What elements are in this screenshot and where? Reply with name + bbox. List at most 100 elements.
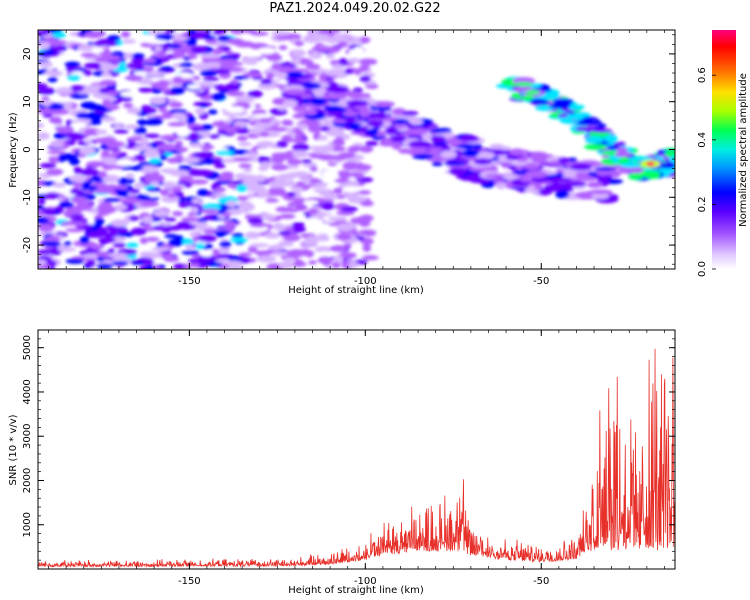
spectrogram-cell	[107, 35, 121, 42]
spectrogram-cell	[133, 71, 149, 76]
spectrogram-cell	[440, 150, 457, 159]
spectrogram-cell	[430, 135, 446, 143]
spectrogram-cell	[38, 122, 45, 128]
spectrogram-cell	[234, 128, 250, 134]
spectrogram-cell	[86, 259, 96, 267]
spectrogram-cell	[487, 165, 498, 172]
spectrogram-cell	[49, 39, 67, 45]
spectrogram-cell	[346, 99, 369, 107]
spectrogram-cell	[283, 234, 301, 242]
spectrogram-cell	[173, 263, 186, 269]
spectrogram-cell	[259, 131, 270, 137]
spectrogram-cell	[271, 164, 289, 171]
spectrogram-cell	[42, 208, 57, 216]
spectrogram-cell	[284, 88, 307, 95]
spectrogram-cell	[157, 79, 170, 88]
spectrogram-cell	[314, 245, 332, 253]
spectrogram-cell	[167, 192, 177, 199]
spectrogram-cell	[212, 30, 222, 36]
spectrogram-cell	[48, 103, 65, 111]
spectrogram-cell	[84, 185, 98, 191]
spectrogram-cell	[140, 138, 149, 146]
spectrogram-cell	[257, 47, 276, 55]
spectrogram-cell	[629, 156, 653, 162]
spectrogram-cell	[357, 190, 372, 195]
spectrogram-cell	[571, 114, 584, 121]
spectrogram-cell	[82, 69, 92, 77]
spectrogram-cell	[67, 74, 81, 81]
spectrogram-cell	[338, 152, 356, 159]
spectrogram-cell	[552, 98, 574, 105]
spectrogram-cell	[256, 255, 277, 263]
spectrogram-cell	[145, 117, 163, 126]
spectrogram-cell	[317, 135, 328, 141]
colorbar-tick-label: 0.0	[697, 261, 708, 277]
spectrogram-cell	[284, 257, 296, 262]
spectrogram-cell	[106, 248, 116, 254]
spectrogram-cell	[161, 181, 177, 189]
spectrogram-xtick-label: -150	[178, 276, 201, 287]
spectrogram-cell	[271, 62, 283, 71]
spectrogram-cell	[118, 152, 128, 158]
spectrogram-cell	[358, 219, 371, 227]
spectrogram-cell	[614, 141, 626, 147]
spectrogram-cell	[408, 127, 428, 136]
spectrogram-cell	[38, 264, 52, 269]
spectrogram-cell	[329, 245, 347, 252]
spectrogram-cell	[181, 217, 201, 222]
spectrogram-cell	[153, 209, 170, 217]
spectrogram-cell	[178, 165, 192, 172]
spectrogram-cell	[63, 241, 72, 247]
spectrogram-cell	[309, 166, 319, 173]
spectrogram-cell	[91, 47, 104, 53]
spectrogram-cell	[164, 217, 177, 222]
spectrogram-cell	[113, 129, 129, 134]
spectrogram-cell	[238, 163, 252, 169]
spectrogram-cell	[219, 123, 234, 129]
spectrogram-cell	[135, 194, 151, 201]
spectrogram-cell	[58, 201, 74, 209]
spectrogram-cell	[236, 135, 248, 142]
snr-axes: -150 -100 -50 1000 2000 3000 4000 5000	[22, 329, 675, 587]
spectrogram-cell	[490, 145, 512, 151]
spectrogram-cell	[256, 140, 275, 148]
spectrogram-cell	[214, 180, 234, 185]
spectrogram-cell	[243, 167, 253, 173]
spectrogram-cell	[191, 198, 202, 204]
spectrogram-cell	[375, 105, 392, 112]
spectrogram-cell	[79, 146, 96, 155]
snr-panel: -150 -100 -50 1000 2000 3000 4000 5000 Height o…	[8, 329, 676, 596]
spectrogram-cell	[190, 46, 208, 54]
spectrogram-cell	[103, 197, 121, 203]
spectrogram-cell	[214, 68, 231, 75]
spectrogram-cell	[98, 171, 107, 178]
spectrogram-cell	[87, 104, 106, 111]
spectrogram-cell	[120, 91, 137, 97]
spectrogram-cell	[38, 30, 50, 36]
spectrogram-cell	[278, 261, 294, 269]
spectrogram-cell	[69, 188, 83, 195]
spectrogram-cell	[130, 57, 146, 64]
spectrogram-cell	[301, 159, 313, 164]
snr-ylabel: SNR (10 * v/v)	[8, 414, 19, 485]
spectrogram-cell	[49, 142, 65, 148]
spectrogram-cell	[113, 123, 123, 129]
spectrogram-cell	[226, 200, 237, 208]
spectrogram-cell	[122, 197, 142, 204]
spectrogram-cell	[115, 189, 129, 197]
spectrogram-cell	[38, 223, 55, 232]
spectrogram-cell	[286, 158, 303, 166]
spectrogram-cell	[238, 252, 252, 257]
spectrogram-cell	[225, 83, 239, 91]
spectrogram-cell	[358, 108, 371, 117]
spectrogram-cell	[52, 182, 66, 188]
spectrogram-cell	[470, 179, 491, 184]
spectrogram-cell	[320, 202, 335, 211]
spectrogram-cell	[107, 142, 118, 149]
spectrogram-cell	[154, 45, 163, 52]
spectrogram-cell	[200, 250, 213, 257]
spectrogram-cell	[259, 79, 273, 85]
spectrogram-cell	[292, 221, 306, 227]
spectrogram-cell	[168, 109, 187, 114]
spectrogram-cell	[265, 198, 279, 203]
